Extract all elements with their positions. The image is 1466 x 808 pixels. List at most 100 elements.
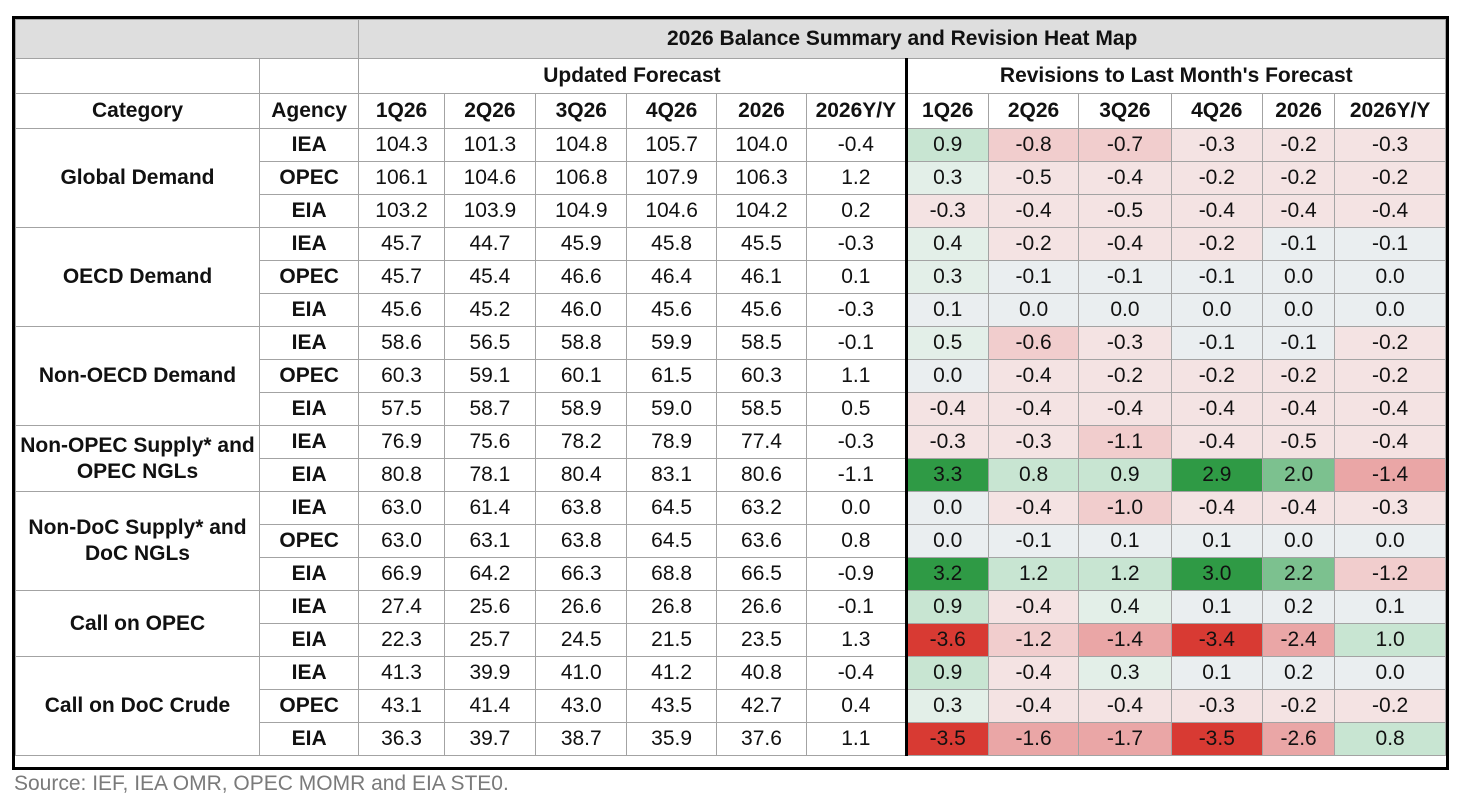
forecast-cell: 41.0 <box>535 656 628 690</box>
forecast-cell: 27.4 <box>358 590 445 624</box>
forecast-cell: 66.3 <box>535 557 628 591</box>
revision-cell: -0.4 <box>1334 194 1446 228</box>
category-label: Call on OPEC <box>15 590 260 657</box>
forecast-cell: 43.0 <box>535 689 628 723</box>
forecast-cell: 104.6 <box>443 161 537 195</box>
revision-cell: 0.0 <box>1261 524 1336 558</box>
agency-label: EIA <box>258 623 360 657</box>
revision-cell: -0.4 <box>987 359 1080 393</box>
forecast-cell: 60.3 <box>358 359 445 393</box>
revision-cell: 3.3 <box>905 458 989 492</box>
revision-cell: 1.2 <box>987 557 1080 591</box>
source-note: Source: IEF, IEA OMR, OPEC MOMR and EIA … <box>14 772 509 795</box>
forecast-cell: 58.5 <box>715 326 808 360</box>
forecast-cell: -0.1 <box>806 326 908 360</box>
table-row: OPEC 45.7 45.4 46.6 46.4 46.1 0.1 0.3 -0.1 -0.1 -0… <box>16 260 1446 294</box>
revision-cell: -0.4 <box>987 689 1080 723</box>
forecast-cell: 64.2 <box>443 557 537 591</box>
revision-cell: -0.5 <box>1078 194 1172 228</box>
table-row: EIA 36.3 39.7 38.7 35.9 37.6 1.1 -3.5 -1.6 -1.7 -3… <box>16 722 1446 756</box>
revision-cell: -0.4 <box>1170 392 1263 426</box>
revision-cell: -0.2 <box>1261 359 1336 393</box>
table-row: Global Demand IEA 104.3 101.3 104.8 105.7 104.… <box>15 128 1446 228</box>
revision-cell: -0.3 <box>905 194 989 228</box>
revision-cell: -0.2 <box>1334 326 1446 360</box>
heat-map-frame: 2026 Balance Summary and Revision Heat M… <box>12 16 1449 770</box>
agency-label: EIA <box>258 194 360 228</box>
forecast-cell: 26.8 <box>626 590 717 624</box>
forecast-cell: 80.8 <box>358 458 445 492</box>
revision-cell: 0.3 <box>1078 656 1172 690</box>
revision-cell: -0.4 <box>1261 194 1336 228</box>
forecast-cell: 105.7 <box>626 128 717 162</box>
forecast-cell: -1.1 <box>806 458 908 492</box>
forecast-cell: 46.0 <box>535 293 628 327</box>
revision-cell: -0.4 <box>987 491 1080 525</box>
revision-cell: -0.5 <box>1261 425 1336 459</box>
revision-cell: -0.8 <box>987 128 1080 162</box>
agency-label: OPEC <box>258 689 360 723</box>
forecast-cell: 78.1 <box>443 458 537 492</box>
revision-cell: 0.0 <box>1334 524 1446 558</box>
forecast-cell: 64.5 <box>626 491 717 525</box>
forecast-cell: 58.8 <box>535 326 628 360</box>
forecast-cell: 21.5 <box>626 623 717 657</box>
revision-cell: -0.2 <box>1334 161 1446 195</box>
revision-cell: -0.1 <box>987 524 1080 558</box>
revision-cell: 0.1 <box>1170 524 1263 558</box>
forecast-cell: 63.6 <box>715 524 808 558</box>
revision-cell: 0.8 <box>1334 722 1446 756</box>
revision-cell: -1.2 <box>1334 557 1446 591</box>
revision-cell: -0.3 <box>1170 689 1263 723</box>
forecast-cell: 58.6 <box>358 326 445 360</box>
forecast-cell: 106.8 <box>535 161 628 195</box>
table-row: Non-OECD Demand IEA 58.6 56.5 58.8 59.9 58.5 -0… <box>15 326 1446 426</box>
revision-cell: 0.0 <box>905 524 989 558</box>
revision-cell: -2.4 <box>1261 623 1336 657</box>
category-label: Non-OECD Demand <box>15 326 260 426</box>
revision-cell: 0.0 <box>905 491 989 525</box>
revision-cell: 0.1 <box>1078 524 1172 558</box>
table-row: OPEC 106.1 104.6 106.8 107.9 106.3 1.2 0.3 -0.5-… <box>16 161 1446 195</box>
forecast-cell: 37.6 <box>715 722 808 756</box>
revision-cell: -0.1 <box>1170 260 1263 294</box>
category-label: Call on DoC Crude <box>15 656 260 756</box>
forecast-cell: 60.3 <box>715 359 808 393</box>
forecast-cell: 46.1 <box>715 260 808 294</box>
revision-cell: 0.9 <box>905 590 989 624</box>
revision-cell: -0.4 <box>1078 227 1172 261</box>
forecast-cell: 1.1 <box>806 722 908 756</box>
revision-cell: 0.4 <box>905 227 989 261</box>
group-header-updated: Updated Forecast <box>358 58 908 94</box>
forecast-cell: 104.8 <box>535 128 628 162</box>
revision-cell: -3.5 <box>905 722 989 756</box>
revision-cell: 0.0 <box>905 359 989 393</box>
revision-cell: -0.4 <box>987 656 1080 690</box>
revision-cell: -0.2 <box>1261 689 1336 723</box>
table-row: OECD Demand IEA 45.7 44.7 45.9 45.8 45.5 -0.3 0.… <box>15 227 1446 327</box>
revision-cell: 0.9 <box>905 656 989 690</box>
revision-cell: -0.4 <box>1170 491 1263 525</box>
revision-cell: -0.4 <box>1261 491 1336 525</box>
revision-cell: 0.2 <box>1261 656 1336 690</box>
revision-cell: 0.0 <box>1334 293 1446 327</box>
revision-cell: -0.2 <box>1334 359 1446 393</box>
table-row: Non-OPEC Supply* and OPEC NGLs IEA 76.9 75.… <box>15 425 1446 492</box>
forecast-cell: 61.4 <box>443 491 537 525</box>
revision-cell: -0.1 <box>1334 227 1446 261</box>
category-label: Non-OPEC Supply* and OPEC NGLs <box>15 425 260 492</box>
forecast-cell: 43.1 <box>358 689 445 723</box>
agency-label: IEA <box>258 425 360 459</box>
revision-cell: -0.7 <box>1078 128 1172 162</box>
revision-cell: -0.3 <box>905 425 989 459</box>
forecast-cell: 60.1 <box>535 359 628 393</box>
forecast-cell: 80.4 <box>535 458 628 492</box>
revision-cell: 3.0 <box>1170 557 1263 591</box>
forecast-cell: 106.1 <box>358 161 445 195</box>
revision-cell: -0.4 <box>987 194 1080 228</box>
forecast-cell: 58.9 <box>535 392 628 426</box>
forecast-cell: 63.8 <box>535 491 628 525</box>
revision-cell: -0.4 <box>1078 161 1172 195</box>
forecast-cell: 41.3 <box>358 656 445 690</box>
revision-cell: -1.2 <box>987 623 1080 657</box>
